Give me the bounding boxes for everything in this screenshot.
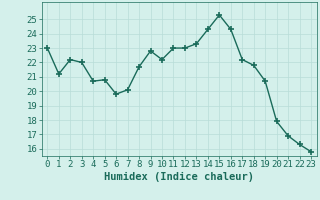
X-axis label: Humidex (Indice chaleur): Humidex (Indice chaleur) xyxy=(104,172,254,182)
